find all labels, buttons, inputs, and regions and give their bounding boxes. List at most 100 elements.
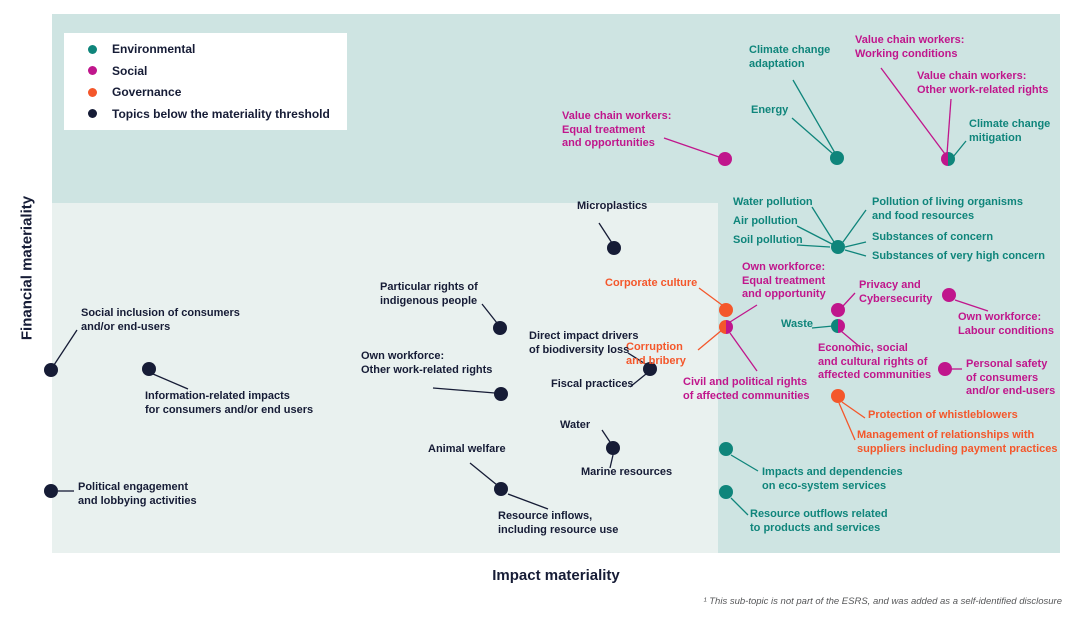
leader-line bbox=[507, 493, 549, 510]
legend-label: Topics below the materiality threshold bbox=[112, 106, 330, 121]
data-point bbox=[831, 389, 845, 403]
data-point bbox=[607, 241, 621, 255]
topic-label: Personal safety of consumers and/or end-… bbox=[966, 358, 1056, 397]
topic-label: Air pollution bbox=[733, 215, 798, 227]
x-axis-label: Impact materiality bbox=[492, 567, 620, 584]
data-point bbox=[719, 485, 733, 499]
topic-label: Climate change adaptation bbox=[749, 44, 831, 70]
legend-item-governance: Governance bbox=[64, 85, 347, 99]
leader-line bbox=[697, 329, 723, 351]
legend-label: Social bbox=[112, 63, 148, 78]
leader-line bbox=[796, 225, 833, 245]
leader-line bbox=[698, 287, 723, 306]
topic-label: Water pollution bbox=[733, 196, 813, 208]
y-axis-label: Financial materiality bbox=[18, 195, 36, 341]
topic-label: Substances of concern bbox=[872, 231, 994, 243]
topic-label: Particular rights of indigenous people bbox=[380, 281, 478, 307]
leader-line bbox=[53, 329, 78, 366]
data-point bbox=[44, 363, 58, 377]
topic-label: Energy bbox=[751, 104, 789, 116]
leader-line bbox=[811, 325, 834, 329]
topic-label: Social inclusion of consumers and/or end… bbox=[81, 307, 240, 333]
leader-line bbox=[792, 79, 836, 154]
topic-label: Own workforce: Labour conditions bbox=[958, 311, 1054, 337]
data-point bbox=[494, 387, 508, 401]
legend-label: Environmental bbox=[112, 42, 196, 57]
leader-line bbox=[629, 373, 647, 388]
leader-line bbox=[954, 299, 989, 312]
leader-line bbox=[844, 249, 867, 257]
topic-label: Water bbox=[560, 419, 591, 431]
leader-line bbox=[840, 330, 861, 348]
topic-label: Value chain workers: Equal treatment and… bbox=[562, 110, 672, 149]
leader-line bbox=[811, 206, 835, 243]
social-legend-dot-icon bbox=[88, 66, 97, 76]
topic-label: Political engagement and lobbying activi… bbox=[78, 481, 197, 507]
legend-item-social: Social bbox=[64, 64, 347, 78]
data-point bbox=[938, 362, 952, 376]
data-point-half bbox=[831, 319, 838, 333]
data-point-half bbox=[838, 319, 845, 333]
data-point bbox=[606, 441, 620, 455]
legend: Environmental Social Governance Topics belo… bbox=[64, 33, 347, 130]
topic-label: Direct impact drivers of biodiversity lo… bbox=[529, 330, 639, 356]
topic-label: Climate change mitigation bbox=[969, 118, 1051, 144]
data-point-half bbox=[719, 320, 726, 334]
leader-line bbox=[601, 429, 611, 443]
topic-label: Pollution of living organisms and food r… bbox=[872, 196, 1023, 222]
leader-line bbox=[730, 497, 749, 516]
data-point bbox=[719, 442, 733, 456]
data-point bbox=[494, 482, 508, 496]
data-point-half bbox=[941, 152, 948, 166]
data-point bbox=[643, 362, 657, 376]
legend-label: Governance bbox=[112, 85, 182, 100]
topic-label: Corporate culture bbox=[605, 277, 698, 289]
leader-line bbox=[481, 303, 498, 324]
topic-label: Own workforce: Equal treatment and oppor… bbox=[742, 261, 826, 300]
topic-label: Resource inflows, including resource use bbox=[498, 510, 619, 536]
governance-legend-dot-icon bbox=[88, 87, 97, 97]
legend-item-below: Topics below the materiality threshold bbox=[64, 107, 347, 121]
data-point-half bbox=[726, 320, 733, 334]
footnote: ¹ This sub-topic is not part of the ESRS… bbox=[703, 596, 1062, 607]
topic-label: Civil and political rights of affected c… bbox=[683, 376, 810, 402]
leader-line bbox=[730, 454, 759, 472]
leader-line bbox=[432, 387, 496, 394]
leader-line bbox=[842, 292, 856, 307]
data-point bbox=[493, 321, 507, 335]
leader-line bbox=[663, 137, 720, 158]
topic-label: Resource outflows related to products an… bbox=[750, 508, 888, 534]
topic-label: Fiscal practices bbox=[551, 378, 634, 390]
leader-line bbox=[791, 117, 833, 154]
topic-label: Protection of whistleblowers bbox=[868, 409, 1018, 421]
data-point bbox=[44, 484, 58, 498]
data-point-half bbox=[948, 152, 955, 166]
topic-label: Marine resources bbox=[581, 466, 673, 478]
data-point bbox=[830, 151, 844, 165]
below-legend-dot-icon bbox=[88, 109, 97, 119]
leader-line bbox=[880, 67, 946, 155]
leader-line bbox=[469, 462, 498, 486]
leader-line bbox=[946, 98, 952, 155]
legend-item-environmental: Environmental bbox=[64, 42, 347, 56]
leader-line bbox=[844, 241, 867, 248]
topic-label: Value chain workers: Other work-related … bbox=[917, 70, 1049, 96]
data-point bbox=[719, 303, 733, 317]
topic-label: Substances of very high concern bbox=[872, 250, 1045, 262]
topic-label: Impacts and dependencies on eco-system s… bbox=[762, 466, 903, 492]
topic-label: Management of relationships with supplie… bbox=[857, 429, 1058, 455]
data-point bbox=[831, 303, 845, 317]
data-point bbox=[831, 240, 845, 254]
leader-line bbox=[627, 352, 648, 366]
leader-line bbox=[952, 140, 967, 158]
topic-label: Soil pollution bbox=[733, 234, 803, 246]
leader-line bbox=[152, 373, 189, 390]
leader-line bbox=[729, 304, 758, 323]
environmental-legend-dot-icon bbox=[88, 44, 97, 54]
topic-label: Privacy and Cybersecurity bbox=[859, 279, 933, 305]
leader-line bbox=[729, 332, 758, 372]
leader-line bbox=[842, 209, 867, 243]
topic-label: Economic, social and cultural rights of … bbox=[818, 342, 932, 381]
